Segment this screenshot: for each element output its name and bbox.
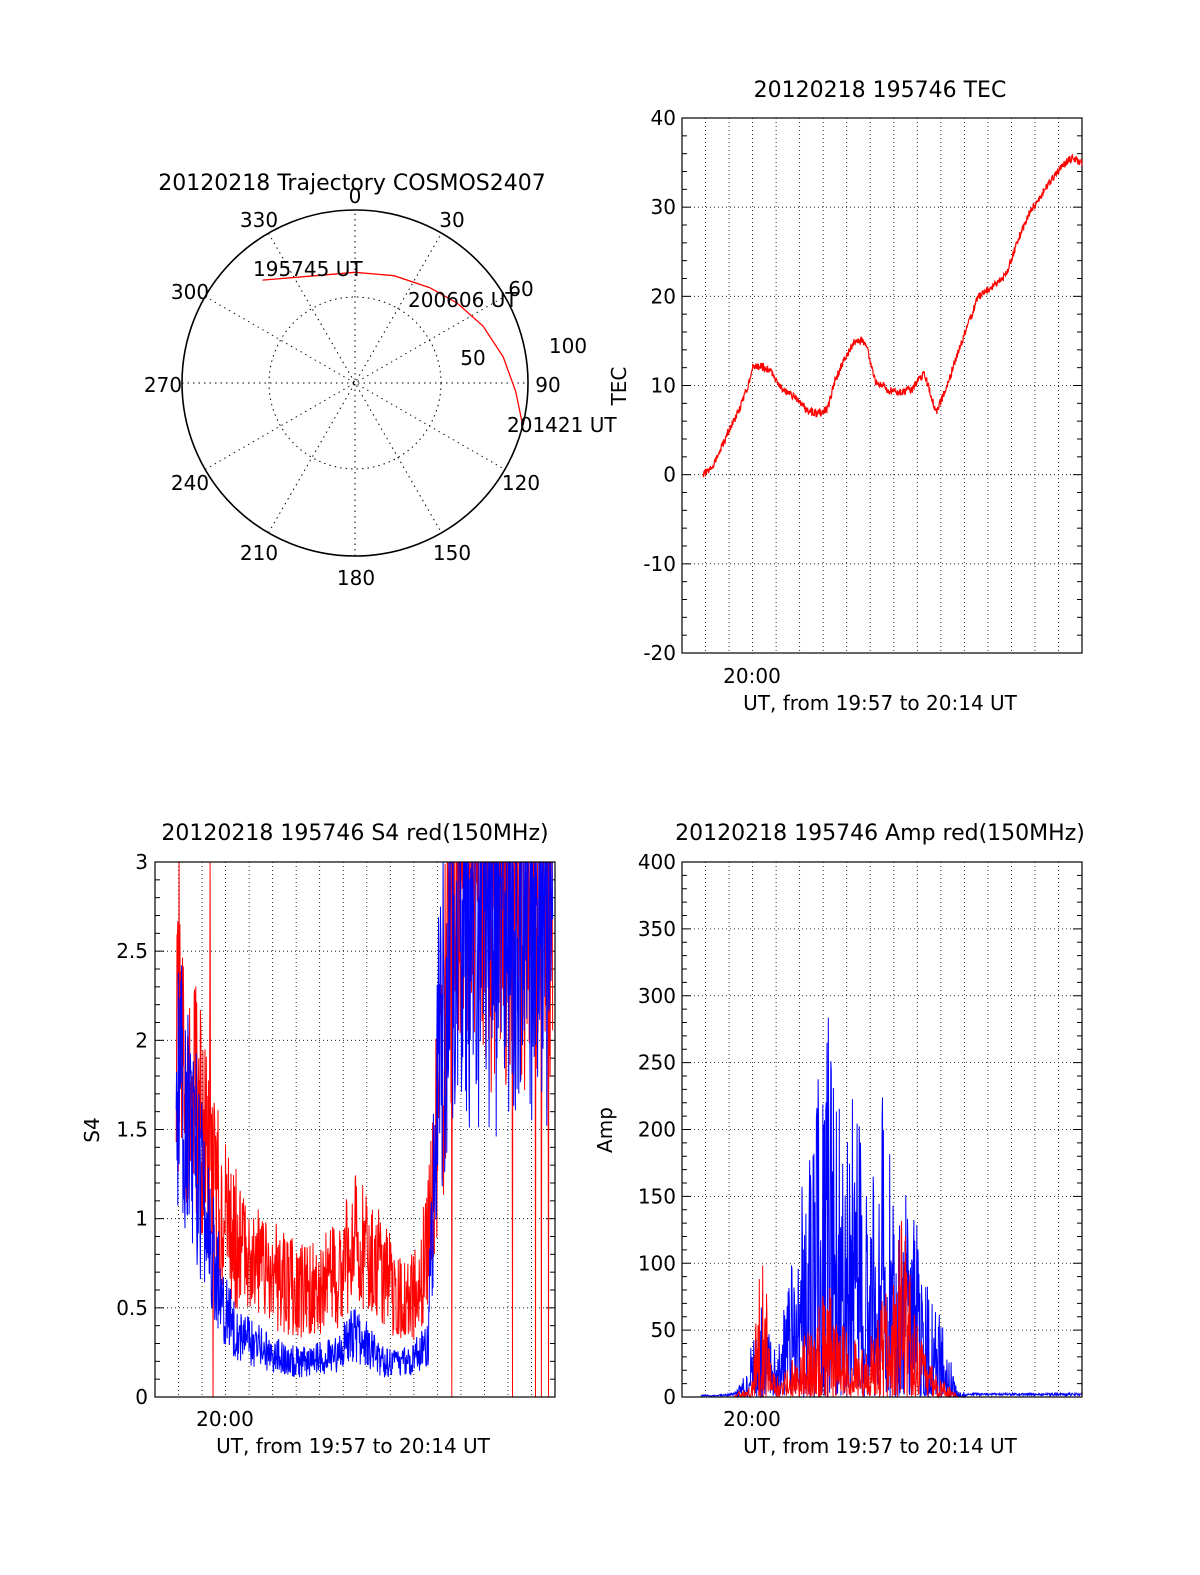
tec-minor-ticks bbox=[682, 135, 1082, 636]
tec-y-tick-label: 40 bbox=[651, 106, 676, 130]
s4-y-tick-label: 3 bbox=[135, 850, 148, 874]
tec-title: 20120218 195746 TEC bbox=[754, 78, 1007, 103]
amp-frame bbox=[681, 861, 1083, 1398]
amp-y-tick-label: 300 bbox=[638, 984, 676, 1008]
azimuth-label-180: 180 bbox=[337, 566, 375, 590]
amp-y-tick-label: 400 bbox=[638, 850, 676, 874]
s4-frame bbox=[154, 861, 556, 1398]
azimuth-label-120: 120 bbox=[502, 471, 540, 495]
amp-y-tick-label: 200 bbox=[638, 1118, 676, 1142]
tec-y-tick-labels: -20 -10 0 10 20 30 40 bbox=[643, 106, 676, 665]
tec-series-red-line bbox=[702, 153, 1083, 478]
s4-y-axis-label: S4 bbox=[80, 1117, 104, 1142]
amp-y-tick-label: 250 bbox=[638, 1051, 676, 1075]
radial-label-100: 100 bbox=[549, 334, 587, 358]
tec-frame bbox=[681, 117, 1083, 654]
trajectory-title: 20120218 Trajectory COSMOS2407 bbox=[158, 171, 545, 196]
amp-title: 20120218 195746 Amp red(150MHz) bbox=[675, 821, 1085, 846]
trajectory-end-time: 201421 UT bbox=[507, 413, 617, 437]
amp-y-tick-label: 150 bbox=[638, 1184, 676, 1208]
amp-y-tick-label: 350 bbox=[638, 917, 676, 941]
trajectory-start-time: 195745 UT bbox=[253, 257, 363, 281]
polar-spoke-120 bbox=[204, 296, 506, 470]
amp-x-axis-label: UT, from 19:57 to 20:14 UT bbox=[743, 1434, 1018, 1458]
s4-plot: 20120218 195746 S4 red(150MHz) 0 0.5 1 1.5 2… bbox=[80, 821, 556, 1458]
s4-y-tick-label: 0.5 bbox=[116, 1296, 148, 1320]
s4-y-tick-label: 2.5 bbox=[116, 939, 148, 963]
radial-label-50: 50 bbox=[460, 346, 485, 370]
polar-spoke-60 bbox=[204, 296, 506, 470]
azimuth-label-60: 60 bbox=[508, 277, 533, 301]
azimuth-label-0: 0 bbox=[349, 184, 362, 208]
tec-x-axis-label: UT, from 19:57 to 20:14 UT bbox=[743, 691, 1018, 715]
s4-series bbox=[175, 861, 554, 1398]
azimuth-label-300: 300 bbox=[171, 280, 209, 304]
polar-inner-circle bbox=[268, 296, 442, 470]
tec-y-tick-label: 30 bbox=[651, 195, 676, 219]
s4-series-blue-line bbox=[175, 861, 554, 1378]
amp-x-tick-2000: 20:00 bbox=[723, 1407, 781, 1431]
tec-plot: 20120218 195746 TEC -20 -10 0 10 20 30 40 20:0… bbox=[607, 78, 1083, 715]
trajectory-mid-time: 200606 UT bbox=[408, 288, 518, 312]
tec-series bbox=[702, 153, 1083, 478]
azimuth-label-330: 330 bbox=[240, 208, 278, 232]
s4-y-tick-label: 1.5 bbox=[116, 1118, 148, 1142]
amp-minor-ticks bbox=[682, 874, 1082, 1385]
amp-y-tick-label: 50 bbox=[651, 1318, 676, 1342]
tec-y-axis-label: TEC bbox=[607, 367, 631, 407]
tec-y-tick-label: -20 bbox=[643, 641, 676, 665]
azimuth-labels: 0 30 60 90 120 150 180 210 240 270 300 3… bbox=[144, 184, 561, 590]
s4-y-tick-label: 2 bbox=[135, 1028, 148, 1052]
trajectory-polar-plot: 20120218 Trajectory COSMOS2407 0 30 60 9… bbox=[144, 171, 617, 590]
azimuth-label-210: 210 bbox=[240, 541, 278, 565]
tec-y-tick-label: 10 bbox=[651, 374, 676, 398]
s4-minor-ticks bbox=[155, 879, 555, 1380]
s4-title: 20120218 195746 S4 red(150MHz) bbox=[161, 821, 548, 846]
tec-y-tick-label: 0 bbox=[663, 463, 676, 487]
amp-y-axis-label: Amp bbox=[593, 1107, 617, 1153]
azimuth-label-30: 30 bbox=[439, 208, 464, 232]
tec-y-tick-label: 20 bbox=[651, 284, 676, 308]
azimuth-label-150: 150 bbox=[433, 541, 471, 565]
amp-series bbox=[700, 1017, 1083, 1399]
amp-y-tick-label: 100 bbox=[638, 1251, 676, 1275]
s4-x-tick-2000: 20:00 bbox=[196, 1407, 254, 1431]
tec-y-tick-label: -10 bbox=[643, 552, 676, 576]
s4-y-tick-labels: 0 0.5 1 1.5 2 2.5 3 bbox=[116, 850, 148, 1409]
s4-y-tick-label: 1 bbox=[135, 1207, 148, 1231]
azimuth-label-90: 90 bbox=[535, 373, 560, 397]
s4-series-red-line bbox=[175, 861, 554, 1398]
tec-x-tick-2000: 20:00 bbox=[723, 664, 781, 688]
amp-y-tick-labels: 0 50 100 150 200 250 300 350 400 bbox=[638, 850, 676, 1409]
s4-x-axis-label: UT, from 19:57 to 20:14 UT bbox=[216, 1434, 491, 1458]
amp-plot: 20120218 195746 Amp red(150MHz) 0 50 100 15… bbox=[593, 821, 1085, 1458]
trajectory-line bbox=[262, 271, 523, 422]
amp-y-tick-label: 0 bbox=[663, 1385, 676, 1409]
s4-y-tick-label: 0 bbox=[135, 1385, 148, 1409]
azimuth-label-270: 270 bbox=[144, 373, 182, 397]
azimuth-label-240: 240 bbox=[171, 471, 209, 495]
